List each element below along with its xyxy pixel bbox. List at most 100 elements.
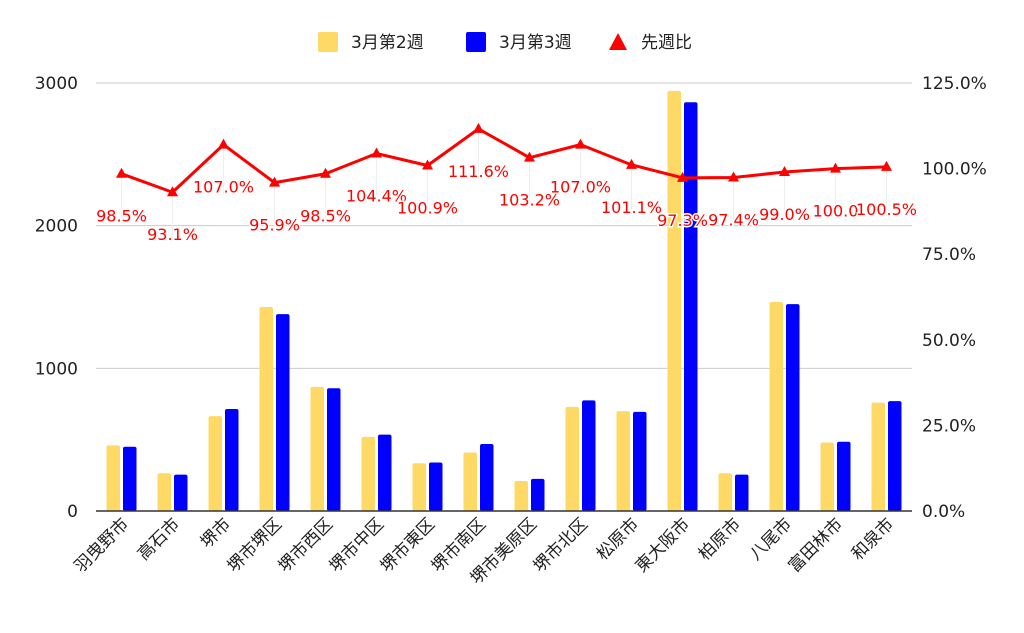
ratio-marker: [320, 167, 331, 178]
ratio-data-label: 99.0%: [759, 205, 810, 224]
bar: [480, 443, 494, 511]
bar: [684, 102, 698, 511]
ratio-marker: [218, 138, 229, 149]
ratio-marker: [269, 176, 280, 187]
category-label: 柏原市: [695, 514, 745, 564]
bar: [106, 445, 120, 511]
bar: [310, 386, 324, 511]
ratio-marker: [116, 167, 127, 178]
bar: [565, 406, 579, 511]
right-tick-label: 75.0%: [922, 245, 976, 265]
bar: [820, 442, 834, 511]
right-tick-label: 125.0%: [922, 74, 987, 94]
right-tick-label: 0.0%: [922, 502, 965, 522]
left-tick-label: 0: [67, 502, 78, 522]
ratio-data-label: 111.6%: [448, 162, 509, 181]
ratio-marker: [779, 166, 790, 177]
right-tick-label: 25.0%: [922, 416, 976, 436]
bar: [225, 408, 239, 511]
ratio-marker: [881, 160, 892, 171]
ratio-marker: [575, 138, 586, 149]
ratio-data-label: 107.0%: [550, 178, 611, 197]
ratio-data-label: 104.4%: [346, 187, 407, 206]
left-tick-label: 2000: [35, 217, 78, 237]
bar: [276, 314, 290, 511]
legend-label: 3月第3週: [499, 33, 572, 53]
bar: [718, 473, 732, 511]
legend: 3月第2週 3月第3週 先週比: [318, 32, 692, 53]
ratio-data-label: 103.2%: [499, 191, 560, 210]
category-label: 高石市: [134, 514, 184, 564]
ratio-data-label: 100.9%: [397, 199, 458, 218]
left-axis-ticks: 0 1000 2000 3000: [35, 74, 78, 522]
right-tick-label: 100.0%: [922, 160, 987, 180]
category-label: 和泉市: [848, 514, 898, 564]
bar: [208, 416, 222, 511]
legend-swatch: [466, 32, 486, 52]
legend-label: 3月第2週: [351, 33, 424, 53]
ratio-data-label: 97.3%: [657, 211, 708, 230]
bar: [259, 306, 273, 511]
legend-marker: [609, 33, 627, 50]
bars: [106, 90, 902, 511]
ratio-marker: [524, 151, 535, 162]
ratio-marker: [371, 147, 382, 158]
bar: [157, 473, 171, 511]
right-tick-label: 50.0%: [922, 331, 976, 351]
bar: [327, 388, 341, 511]
ratio-data-label: 107.0%: [193, 178, 254, 197]
bar: [514, 481, 528, 511]
ratio-marker: [677, 171, 688, 182]
ratio-line-path: [120, 127, 887, 194]
ratio-data-label: 100.5%: [856, 200, 917, 219]
right-axis-ticks: 0.0% 25.0% 50.0% 75.0% 100.0% 125.0%: [922, 74, 987, 522]
ratio-data-label: 93.1%: [147, 225, 198, 244]
category-label: 堺市堺区: [224, 514, 286, 576]
ratio-data-label: 101.1%: [601, 198, 662, 217]
left-tick-label: 1000: [35, 359, 78, 379]
bar: [174, 474, 188, 511]
legend-label: 先週比: [641, 33, 692, 53]
bar: [616, 411, 630, 511]
category-label: 堺市東区: [377, 514, 439, 576]
bar: [735, 474, 749, 511]
ratio-line: 98.5%93.1%107.0%95.9% 98.5%104.4%100.9%11…: [95, 122, 919, 246]
bar: [429, 462, 443, 511]
bar: [378, 434, 392, 511]
bar: [412, 463, 426, 511]
bar: [123, 446, 137, 511]
bar: [667, 90, 681, 511]
category-label: 堺市: [197, 514, 235, 552]
ratio-data-label: 98.5%: [96, 207, 147, 226]
ratio-marker: [728, 171, 739, 182]
legend-swatch: [318, 32, 338, 52]
bar: [786, 304, 800, 511]
ratio-data-label: 97.4%: [708, 211, 759, 230]
ratio-data-label: 98.5%: [300, 207, 351, 226]
bar: [582, 400, 596, 511]
ratio-marker: [473, 122, 484, 133]
left-tick-label: 3000: [35, 74, 78, 94]
bar: [871, 402, 885, 511]
bar: [531, 478, 545, 511]
bar: [361, 436, 375, 511]
category-label: 堺市西区: [275, 514, 337, 576]
ratio-marker: [422, 159, 433, 170]
ratio-marker: [167, 186, 178, 197]
bar: [633, 411, 647, 511]
category-label: 東大阪市: [632, 514, 694, 576]
ratio-marker: [830, 162, 841, 173]
category-label: 富田林市: [785, 514, 847, 576]
bar: [769, 301, 783, 511]
category-label: 羽曳野市: [71, 514, 133, 576]
ratio-data-label: 95.9%: [249, 216, 300, 235]
bar: [888, 401, 902, 511]
category-label: 堺市北区: [530, 514, 592, 576]
category-label: 松原市: [593, 514, 643, 564]
bar: [463, 452, 477, 511]
ratio-data-label: 100.0: [813, 202, 859, 221]
category-label: 堺市中区: [326, 514, 388, 576]
bar: [837, 441, 851, 511]
